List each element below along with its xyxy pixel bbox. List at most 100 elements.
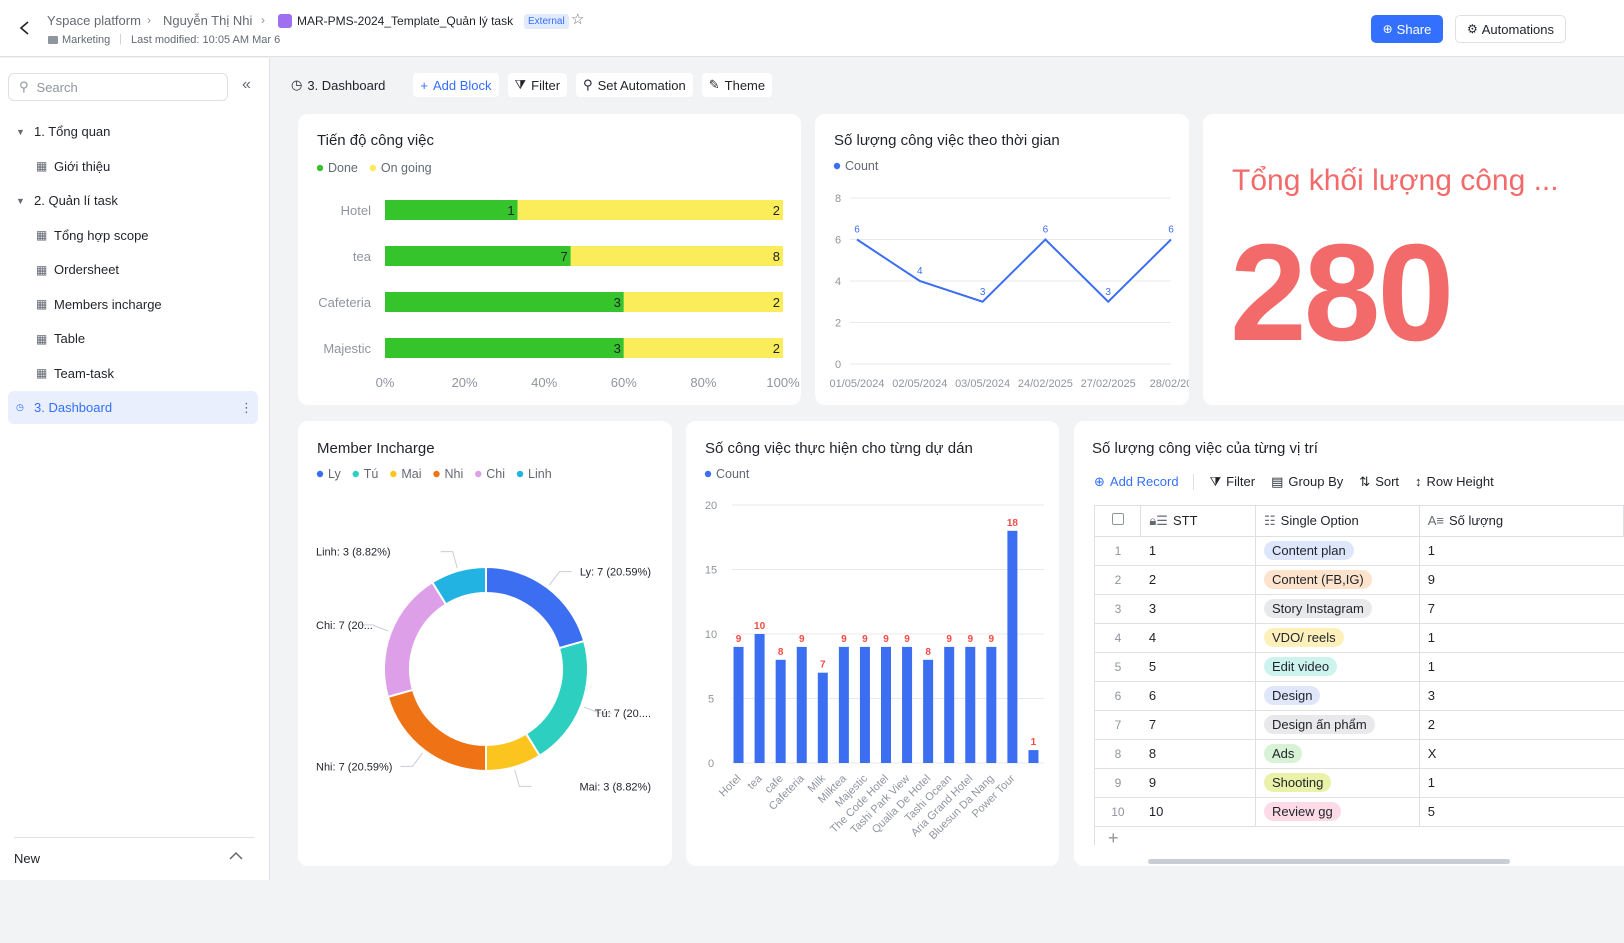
breadcrumb[interactable]: Nguyễn Thị Nhi [163,13,253,28]
x-tick-label: 60% [611,375,637,390]
option-tag: Design [1264,686,1321,705]
last-modified: Last modified: 10:05 AM Mar 6 [131,34,281,46]
nav-item[interactable]: ◷ 3. Dashboard ⋮ [8,391,258,424]
toolbar-button[interactable]: ✎ Theme [701,73,773,97]
bar [796,646,807,763]
leader-line [360,624,389,632]
leader-line [514,769,532,787]
nav-label: Team-task [54,365,114,381]
nav-item[interactable]: ▦ Ordersheet [8,253,258,286]
table-row: 5 5 Edit video 1 [1095,652,1624,682]
cell: 3 [1418,681,1624,711]
icon: ⧩ [1209,474,1222,489]
nav-item[interactable]: ▼ 2. Quản lí task [8,184,258,217]
icon: ▦ [36,297,48,311]
card: Member Incharge Ly Tú Mai Nhi Chi Linh Ly: 7 (2… [298,421,672,866]
bar-segment [623,292,783,312]
data-label: 10 [754,621,766,632]
legend-swatch [390,470,397,478]
table-tool[interactable]: ▤ Group By [1265,474,1349,490]
collapse-button[interactable]: « [242,76,251,93]
option-tag: Edit video [1264,657,1338,676]
cell: 1 [1418,536,1624,566]
toolbar-button[interactable]: + Add Block [413,73,499,97]
option-tag: Story Instagram [1264,599,1372,618]
cell: Edit video [1255,652,1420,682]
data-label: 3 [980,287,986,298]
icon: ↕ [1415,474,1422,489]
bar [733,646,744,763]
nav-item[interactable]: ▦ Table [8,322,258,355]
legend-swatch [516,470,524,478]
back-button[interactable] [18,20,32,36]
breadcrumb[interactable]: Yspace platform [47,13,141,28]
chart: Member Incharge Ly Tú Mai Nhi Chi Linh Ly: 7 (2… [316,440,651,793]
option-tag: Shooting [1264,773,1332,792]
legend-label: Done [328,161,358,175]
expand-button[interactable] [229,851,243,861]
cell: Ads [1255,739,1420,769]
table-tool[interactable]: ⧩ Filter [1204,474,1262,490]
table-row: 2 2 Content (FB,IG) 9 [1095,565,1624,595]
cell: 7 [1140,710,1256,740]
share-button[interactable]: ⊕ Share [1371,15,1443,43]
table-tool[interactable]: ⊕ Add Record [1088,474,1194,490]
bar-segment [385,338,624,358]
scrollbar[interactable] [1148,859,1510,864]
add-row[interactable]: + [1108,828,1119,848]
toolbar-button[interactable]: ⧩ Filter [507,73,568,97]
label: Số lượng [1449,513,1504,529]
row-number: 4 [1095,623,1141,653]
nav-item[interactable]: ▼ 1. Tổng quan [8,115,258,148]
legend-label: Linh [528,467,552,481]
x-tick-label: 40% [531,375,557,390]
icon: ⚲ [583,77,593,92]
new-button[interactable]: New [14,851,41,866]
icon: A≡ [1427,513,1445,529]
search-box[interactable]: ⚲ Search [8,73,228,101]
select-all[interactable] [1095,506,1142,537]
slice [524,639,589,758]
table-row: 4 4 VDO/ reels 1 [1095,623,1624,653]
cell: 10 [1140,797,1256,827]
toolbar-button[interactable]: ◷ 3. Dashboard [284,73,392,97]
label: Sort [1375,474,1400,489]
star-button[interactable]: ☆ [571,11,585,28]
nav-item[interactable]: ▦ Tổng hợp scope [8,219,258,252]
data-label: 9 [967,634,973,645]
bar-segment [385,246,571,266]
icon: + [420,77,428,93]
y-tick-label: tea [353,249,372,264]
cell: 1 [1418,652,1624,682]
data-label: 8 [773,249,780,264]
base-icon [278,14,292,28]
nav-item[interactable]: ▦ Giới thiệu [8,150,258,183]
cell: 4 [1140,623,1256,653]
column-header: A≡ Số lượng [1419,506,1624,537]
cell: 1 [1418,768,1624,798]
bar [923,659,934,763]
cell: 5 [1418,797,1624,827]
icon: ▤ [1271,474,1284,489]
cell: Design ấn phẩm [1255,710,1420,740]
nav-item[interactable]: ▦ Team-task [8,357,258,390]
slice [485,565,586,650]
toolbar-button[interactable]: ⚲ Set Automation [576,73,693,97]
y-tick-label: 0 [835,359,841,371]
table-tool[interactable]: ⇅ Sort [1353,474,1405,490]
cell: 7 [1418,594,1624,624]
legend-swatch [369,164,377,172]
automations-button[interactable]: ⚙ Automations [1455,15,1566,43]
chart: Số lượng công việc theo thời gianCount02… [829,132,1189,390]
label: Filter [531,77,561,93]
table: 🔒︎☰ STT ☷ Single Option A≡ Số lượng 1 1 Content … [1095,506,1624,827]
folder[interactable]: Marketing [62,34,111,46]
bar-segment [385,200,518,220]
column-header: 🔒︎☰ STT [1140,506,1257,537]
bar [775,659,786,763]
cell: X [1418,739,1624,769]
icon: ▦ [36,159,48,173]
more[interactable]: ⋮ [240,399,253,415]
table-tool[interactable]: ↕ Row Height [1409,474,1500,490]
nav-item[interactable]: ▦ Members incharge [8,288,258,321]
